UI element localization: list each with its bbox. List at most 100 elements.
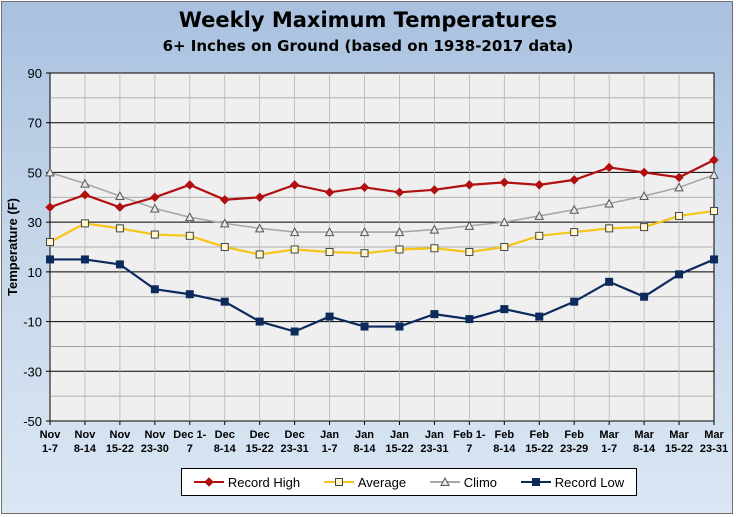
data-point-square xyxy=(360,249,369,258)
data-point-square xyxy=(710,255,718,264)
x-tick-label-line: Feb xyxy=(564,429,584,441)
x-tick-label: Jan 1-7 xyxy=(320,429,339,455)
x-tick-label-line: Jan xyxy=(390,429,409,441)
x-tick-label-line: 23-31 xyxy=(281,443,309,455)
series-average xyxy=(46,206,718,259)
data-point-square xyxy=(500,305,509,314)
x-tick-label-line: Mar xyxy=(634,429,654,441)
x-tick-label-line: 8-14 xyxy=(214,443,237,455)
data-point-diamond xyxy=(220,195,230,205)
data-point-triangle xyxy=(219,218,230,228)
data-point-square xyxy=(430,310,439,319)
data-point-diamond xyxy=(289,180,300,190)
x-tick-label-line: Nov xyxy=(110,429,132,441)
x-tick-label: Nov 15-22 xyxy=(106,429,134,455)
legend-item-record-high: Record High xyxy=(193,475,300,490)
x-tick-label-line: 1-7 xyxy=(601,443,617,455)
data-point-triangle xyxy=(439,476,450,486)
data-point-diamond xyxy=(604,162,614,173)
data-point-square xyxy=(570,228,579,237)
data-point-triangle xyxy=(709,169,719,179)
data-point-triangle xyxy=(324,227,335,237)
data-point-diamond xyxy=(429,185,440,195)
x-tick-label-line: 8-14 xyxy=(633,443,656,455)
data-point-diamond xyxy=(254,192,265,202)
x-tick-label-line: 23-29 xyxy=(560,443,588,455)
data-point-square xyxy=(325,312,334,321)
series-record-low xyxy=(46,255,718,336)
data-point-triangle xyxy=(289,227,300,237)
data-point-square xyxy=(465,247,474,256)
x-tick-label: Nov 23-30 xyxy=(141,429,169,455)
x-tick-label-line: Dec xyxy=(250,429,270,441)
data-point-square xyxy=(80,255,89,264)
data-point-diamond xyxy=(464,180,475,190)
data-point-square xyxy=(570,297,579,306)
x-tick-label: Mar 1-7 xyxy=(599,429,619,455)
data-point-diamond xyxy=(639,167,649,178)
series-line xyxy=(49,171,715,233)
data-point-square xyxy=(185,231,194,240)
x-tick-label: Feb 1- 7 xyxy=(453,429,486,455)
series-record-high xyxy=(45,155,719,212)
x-tick-label-line: Nov xyxy=(144,429,166,441)
x-tick-label-line: Jan xyxy=(355,429,374,441)
data-point-square xyxy=(535,312,544,321)
x-tick-label-line: 7 xyxy=(187,443,193,455)
x-tick-label: Feb 15-22 xyxy=(525,429,553,455)
data-point-square xyxy=(710,206,718,215)
data-point-square xyxy=(220,243,229,251)
chart-subtitle: 6+ Inches on Ground (based on 1938-2017 … xyxy=(162,37,574,55)
data-point-triangle xyxy=(464,220,475,230)
x-tick-label-line: 8-14 xyxy=(493,443,516,455)
data-point-square xyxy=(395,245,404,254)
data-point-square xyxy=(640,223,649,232)
data-point-square xyxy=(675,211,684,220)
data-point-square xyxy=(290,327,299,336)
legend-swatch xyxy=(429,476,460,486)
data-point-square xyxy=(605,277,614,286)
data-point-triangle xyxy=(80,178,90,188)
data-point-diamond xyxy=(674,172,684,183)
x-tick-label-line: 15-22 xyxy=(106,443,134,455)
series-line xyxy=(49,159,715,209)
y-tick-label: 50 xyxy=(28,165,42,180)
data-point-square xyxy=(430,244,439,253)
y-tick-label: 30 xyxy=(28,215,42,230)
data-point-square xyxy=(334,478,343,486)
x-tick-label-line: Feb xyxy=(529,429,549,441)
data-point-triangle xyxy=(45,167,55,177)
x-tick-label-line: 8-14 xyxy=(74,443,97,455)
x-tick-label-line: 23-31 xyxy=(420,443,448,455)
data-point-square xyxy=(220,297,229,306)
data-point-diamond xyxy=(569,175,579,185)
x-tick-label: Jan 15-22 xyxy=(385,429,413,455)
x-tick-label: Jan 8-14 xyxy=(354,429,377,455)
data-point-triangle xyxy=(150,203,160,213)
data-point-triangle xyxy=(639,190,649,201)
x-tick-label-line: 23-31 xyxy=(700,443,728,455)
legend-item-climo: Climo xyxy=(429,475,497,490)
data-point-diamond xyxy=(204,477,214,487)
series-line xyxy=(49,209,715,256)
y-axis: -50 -30 -10 10 30 50 70 90 xyxy=(23,66,50,429)
legend-label: Record Low xyxy=(554,474,625,490)
x-tick-label-line: Nov xyxy=(75,429,97,441)
data-point-triangle xyxy=(394,227,405,237)
data-point-square xyxy=(46,238,54,247)
legend-item-record-low: Record Low xyxy=(520,474,625,490)
data-point-square xyxy=(115,224,124,233)
data-point-square xyxy=(290,245,299,254)
data-point-triangle xyxy=(254,223,265,233)
y-tick-label: -30 xyxy=(23,364,42,379)
x-tick-label: Feb 8-14 xyxy=(493,429,516,455)
x-tick-label-line: Mar xyxy=(704,429,724,441)
data-point-square xyxy=(150,285,159,294)
data-point-square xyxy=(46,255,54,264)
data-point-square xyxy=(500,243,509,251)
data-point-diamond xyxy=(150,192,160,202)
data-point-square xyxy=(605,224,614,233)
x-tick-label-line: 15-22 xyxy=(385,443,413,455)
data-point-square xyxy=(395,322,404,331)
y-tick-label: 70 xyxy=(28,116,42,131)
